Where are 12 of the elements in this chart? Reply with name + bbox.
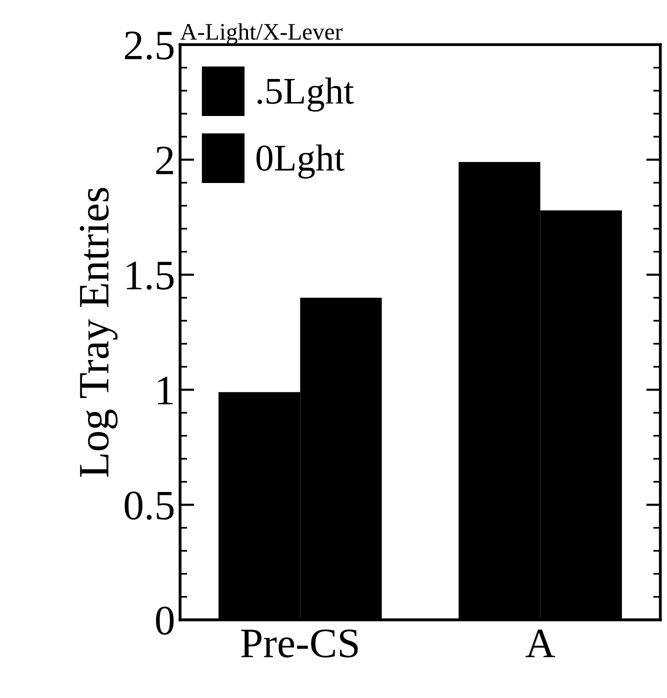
y-tick-label: 2.5 [124, 32, 174, 60]
x-tick-label: Pre-CS [241, 629, 358, 658]
y-tick-label: 0.5 [124, 492, 174, 520]
legend-label: .5Lght [258, 78, 354, 112]
y-axis-title: Log Tray Entries [80, 188, 118, 477]
chart-title: A-Light/X-Lever [180, 23, 342, 45]
y-tick-label: 2 [156, 146, 173, 174]
y-tick-label: 1 [158, 376, 173, 404]
x-tick-label: A [526, 630, 556, 658]
y-tick-label: 0 [156, 606, 174, 635]
legend-label: 0Lght [256, 144, 344, 179]
y-tick-label: 1.5 [126, 262, 174, 290]
